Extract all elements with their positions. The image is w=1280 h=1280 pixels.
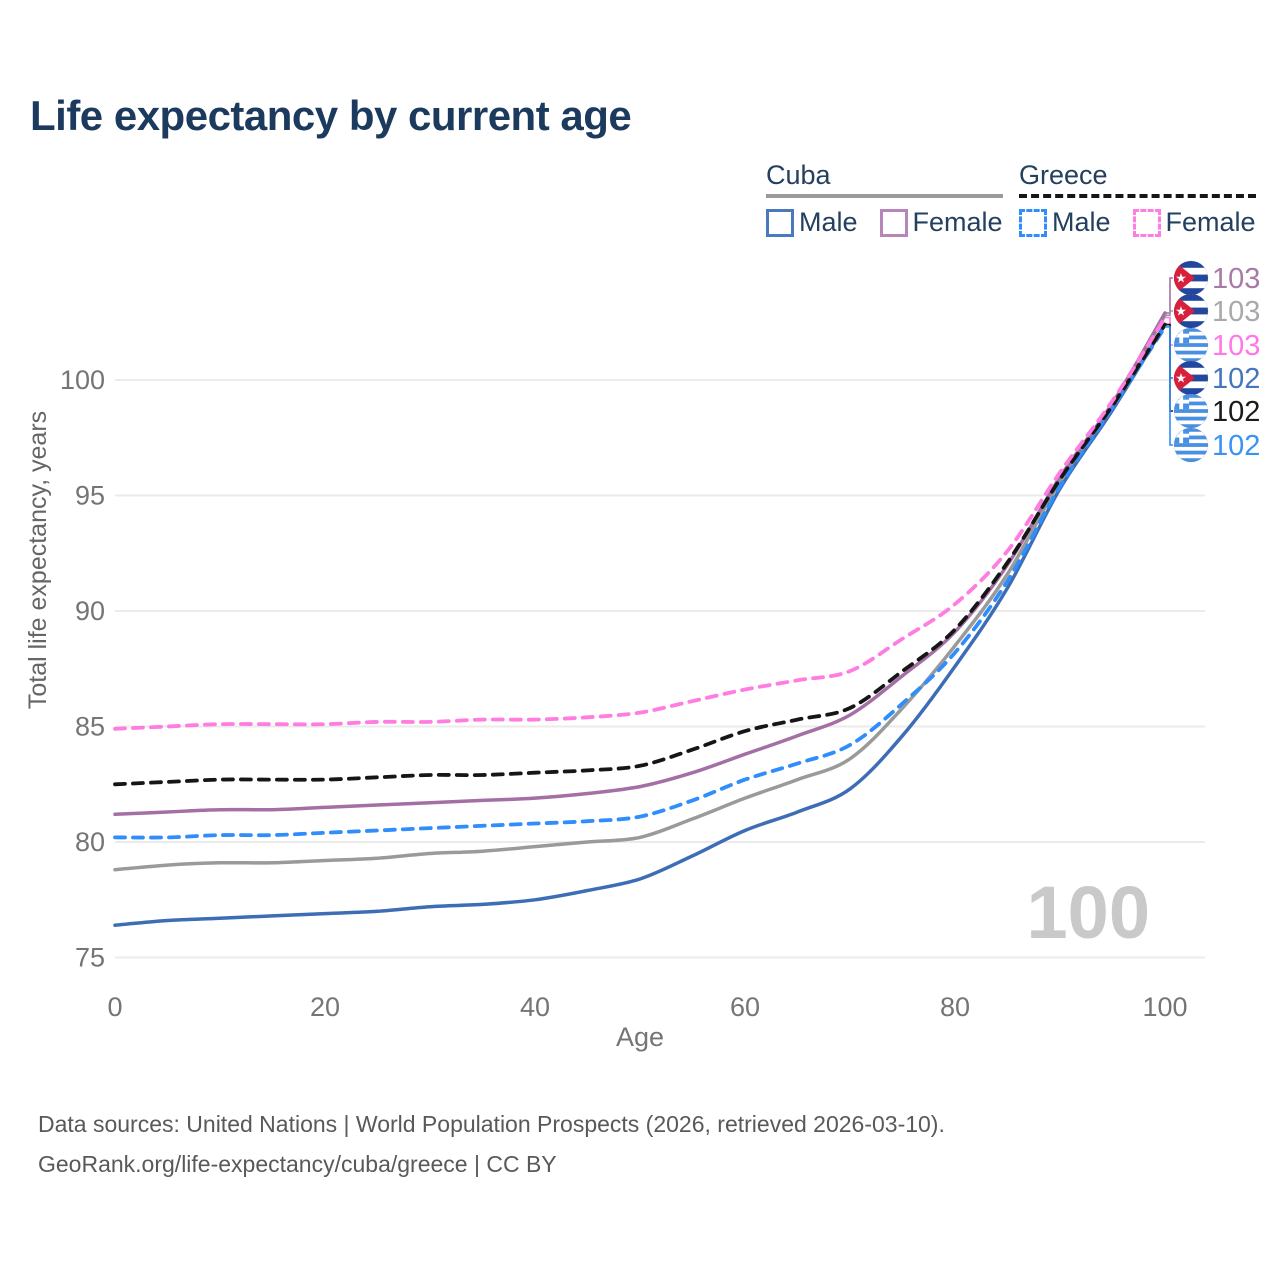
cuba-solid-line-swatch (766, 194, 1003, 198)
legend-label-greece-female: Female (1165, 207, 1256, 237)
svg-text:★: ★ (1175, 371, 1187, 386)
data-source-note: Data sources: United Nations | World Pop… (38, 1104, 945, 1184)
y-tick-label-75: 75 (75, 943, 105, 973)
greece-female-swatch-icon (1132, 208, 1161, 237)
x-tick-label-100: 100 (1142, 992, 1187, 1022)
x-axis-tick-labels: 0 20 40 60 80 100 (107, 992, 1187, 1022)
end-label-greece-female: 103 (1212, 330, 1260, 362)
connector-greece (1165, 323, 1173, 412)
y-axis-tick-labels: 75 80 85 90 95 100 (60, 365, 105, 973)
cuba-flag-icon: ★ (1173, 293, 1209, 329)
legend-label-cuba-male: Male (799, 207, 858, 237)
greece-flag-icon (1173, 427, 1209, 463)
x-tick-label-20: 20 (310, 992, 340, 1022)
series-line-greece-female (113, 315, 1167, 731)
legend-label-cuba-female: Female (912, 207, 1003, 237)
y-axis-title: Total life expectancy, years (24, 411, 52, 709)
legend-label-greece-male: Male (1052, 207, 1111, 237)
legend-item-cuba-female[interactable]: Female (879, 207, 1003, 238)
y-tick-label-95: 95 (75, 481, 105, 511)
x-tick-label-80: 80 (940, 992, 970, 1022)
end-label-cuba: 103 (1212, 296, 1260, 328)
x-tick-label-0: 0 (107, 992, 122, 1022)
greece-flag-icon (1173, 393, 1209, 429)
y-tick-label-80: 80 (75, 827, 105, 857)
connector-greece-female (1165, 316, 1173, 346)
x-axis-title: Age (616, 1022, 664, 1052)
svg-text:★: ★ (1175, 304, 1187, 319)
greece-flag-icon (1173, 327, 1209, 363)
age-ticker: 100 (1027, 871, 1150, 954)
series-line-cuba-male (113, 322, 1167, 927)
legend-item-greece-female[interactable]: Female (1132, 207, 1256, 238)
series-line-greece-male (113, 325, 1167, 840)
svg-text:★: ★ (1175, 271, 1187, 286)
page-title: Life expectancy by current age (30, 92, 632, 139)
x-tick-label-40: 40 (520, 992, 550, 1022)
y-tick-label-85: 85 (75, 712, 105, 742)
legend-group-cuba: Cuba Male Female (766, 160, 1003, 238)
cuba-male-swatch-icon (766, 208, 794, 237)
greece-dashed-line-swatch (1019, 194, 1256, 198)
legend-country-greece[interactable]: Greece (1019, 160, 1108, 190)
series-line-greece (113, 322, 1167, 787)
source-line-2: GeoRank.org/life-expectancy/cuba/greece … (38, 1151, 557, 1177)
cuba-female-swatch-icon (879, 208, 908, 237)
connector-greece-male (1165, 326, 1173, 446)
legend-item-cuba-male[interactable]: Male (766, 207, 858, 238)
source-line-1: Data sources: United Nations | World Pop… (38, 1111, 945, 1137)
cuba-flag-icon: ★ (1173, 260, 1209, 296)
y-tick-label-100: 100 (60, 365, 105, 395)
end-label-connectors (1165, 277, 1173, 446)
y-tick-label-90: 90 (75, 596, 105, 626)
series-line-cuba (113, 313, 1167, 872)
x-tick-label-60: 60 (730, 992, 760, 1022)
end-label-greece-male: 102 (1212, 430, 1260, 462)
connector-cuba-male (1165, 323, 1173, 379)
cuba-flag-icon: ★ (1173, 360, 1209, 396)
connector-cuba-female (1165, 277, 1173, 314)
legend-group-greece: Greece Male Female (1019, 160, 1256, 238)
end-label-cuba-male: 102 (1212, 363, 1260, 395)
end-label-greece: 102 (1212, 396, 1260, 428)
end-label-cuba-female: 103 (1212, 263, 1260, 295)
series-lines (113, 311, 1167, 927)
gridlines (115, 379, 1205, 959)
legend-item-greece-male[interactable]: Male (1019, 207, 1111, 238)
greece-male-swatch-icon (1019, 208, 1047, 237)
legend-country-cuba[interactable]: Cuba (766, 160, 831, 190)
connector-cuba (1165, 310, 1173, 317)
